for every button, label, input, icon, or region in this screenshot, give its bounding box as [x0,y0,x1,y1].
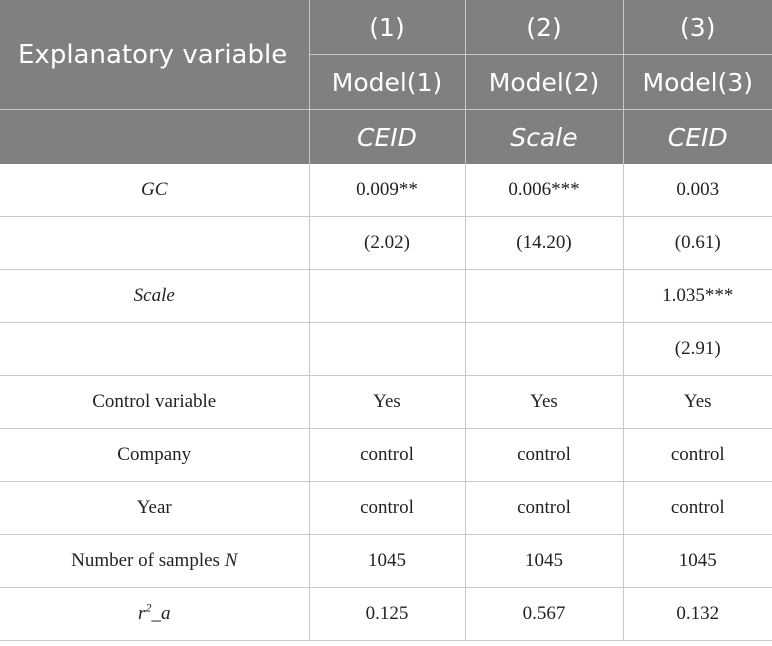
table-cell: 1045 [623,534,772,588]
table-row-gc-tstat: (2.02) (14.20) (0.61) [0,216,772,270]
table-cell: control [623,481,772,535]
row-label [0,322,310,376]
table-cell: 0.567 [465,587,624,641]
table-cell: 1045 [309,534,466,588]
row-label-suffix: _a [151,603,171,624]
row-label: Company [0,428,310,482]
table-cell: 1045 [465,534,624,588]
table-row-year: Year control control control [0,481,772,535]
row-label: Number of samples N [0,534,310,588]
table-cell: (2.02) [309,216,466,270]
table-cell: control [309,481,466,535]
header-row-models: Model(1) Model(2) Model(3) [0,54,772,110]
table-cell: 0.003 [623,164,772,217]
row-label: r2_a [0,587,310,641]
table-cell [465,269,624,323]
header-stub-empty [0,109,310,164]
row-label-prefix: Number of samples [71,550,225,571]
table-row-number-of-samples: Number of samples N 1045 1045 1045 [0,534,772,588]
row-label: Scale [0,269,310,323]
table-cell: control [309,428,466,482]
row-label-var: N [224,550,238,571]
row-label-sup: 2 [145,600,152,615]
table-cell [309,269,466,323]
table-cell: 0.132 [623,587,772,641]
header-dependent-2: Scale [465,109,624,164]
table-cell: (2.91) [623,322,772,376]
row-label: Control variable [0,375,310,429]
table-cell: (14.20) [465,216,624,270]
table-cell: Yes [309,375,466,429]
table-row-r2-adjusted: r2_a 0.125 0.567 0.132 [0,587,772,641]
header-col-number-3: (3) [623,0,772,55]
row-label: Year [0,481,310,535]
header-model-1: Model(1) [309,54,466,110]
table-cell: 1.035*** [623,269,772,323]
header-dependent-3: CEID [623,109,772,164]
table-cell [465,322,624,376]
table-cell: 0.006*** [465,164,624,217]
header-row-dependents: CEID Scale CEID [0,109,772,164]
table-cell: 0.125 [309,587,466,641]
header-model-2: Model(2) [465,54,624,110]
table-row-gc: GC 0.009** 0.006*** 0.003 [0,164,772,217]
header-explanatory-variable: Explanatory variable [0,0,310,110]
table-cell: control [465,428,624,482]
table-row-scale: Scale 1.035*** [0,269,772,323]
row-label: GC [0,164,310,217]
row-label-base: r [138,603,146,624]
header-row-col-numbers: Explanatory variable (1) (2) (3) [0,0,772,110]
header-col-number-2: (2) [465,0,624,55]
table-row-control-variable: Control variable Yes Yes Yes [0,375,772,429]
table-cell: (0.61) [623,216,772,270]
table-cell: 0.009** [309,164,466,217]
table-cell: control [465,481,624,535]
row-label [0,216,310,270]
header-col-number-1: (1) [309,0,466,55]
table-row-scale-tstat: (2.91) [0,322,772,376]
table-cell: Yes [623,375,772,429]
table-cell [309,322,466,376]
table-cell: Yes [465,375,624,429]
header-dependent-1: CEID [309,109,466,164]
header-model-3: Model(3) [623,54,772,110]
table-cell: control [623,428,772,482]
table-row-company: Company control control control [0,428,772,482]
